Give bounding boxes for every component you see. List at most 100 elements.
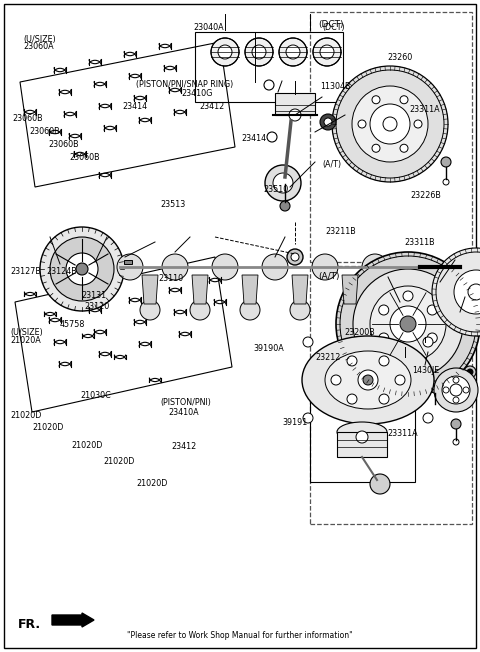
Bar	[310, 266, 472, 524]
Circle shape	[434, 368, 478, 412]
Circle shape	[312, 254, 338, 280]
Circle shape	[403, 291, 413, 301]
Text: 23120: 23120	[84, 302, 109, 311]
Text: 23060A: 23060A	[23, 42, 54, 52]
Circle shape	[332, 66, 448, 182]
Circle shape	[320, 45, 334, 59]
Circle shape	[400, 144, 408, 153]
Circle shape	[443, 387, 449, 393]
Circle shape	[407, 254, 433, 280]
Circle shape	[291, 253, 299, 261]
Polygon shape	[242, 275, 258, 304]
Circle shape	[303, 337, 313, 347]
Circle shape	[379, 333, 389, 343]
Text: 23060B: 23060B	[12, 114, 43, 123]
Ellipse shape	[302, 336, 434, 424]
Text: 23226B: 23226B	[410, 191, 441, 200]
Text: 21020D: 21020D	[71, 441, 102, 451]
Circle shape	[423, 413, 433, 423]
Circle shape	[372, 96, 380, 104]
Circle shape	[400, 316, 416, 332]
Circle shape	[370, 474, 390, 494]
Circle shape	[370, 286, 446, 362]
Circle shape	[347, 356, 357, 366]
Circle shape	[432, 384, 438, 390]
Circle shape	[262, 254, 288, 280]
Ellipse shape	[325, 351, 411, 409]
Circle shape	[414, 120, 422, 128]
Circle shape	[450, 384, 462, 396]
Bar	[310, 12, 472, 262]
Circle shape	[240, 300, 260, 320]
Circle shape	[324, 118, 332, 126]
Circle shape	[383, 117, 397, 131]
Circle shape	[273, 173, 293, 193]
Text: (A/T): (A/T)	[323, 160, 342, 169]
Text: 23260: 23260	[388, 53, 413, 62]
Circle shape	[162, 254, 188, 280]
Circle shape	[441, 157, 451, 167]
FancyArrow shape	[52, 613, 94, 627]
Text: (DCT): (DCT)	[323, 23, 345, 32]
Circle shape	[453, 397, 459, 403]
Text: 21020D: 21020D	[33, 423, 64, 432]
Text: 23060B: 23060B	[30, 126, 60, 136]
Text: 23414: 23414	[241, 134, 266, 143]
Circle shape	[429, 381, 441, 393]
Circle shape	[464, 366, 476, 378]
Circle shape	[331, 375, 341, 385]
Text: (U/SIZE): (U/SIZE)	[11, 328, 43, 337]
Polygon shape	[292, 275, 308, 304]
Circle shape	[451, 419, 461, 429]
Text: 23412: 23412	[172, 442, 197, 451]
Text: 21020D: 21020D	[103, 457, 134, 466]
Circle shape	[362, 254, 388, 280]
Circle shape	[340, 300, 360, 320]
Circle shape	[264, 80, 274, 90]
Text: 23060B: 23060B	[70, 153, 100, 162]
Circle shape	[352, 86, 428, 162]
Bar	[195, 32, 343, 102]
Circle shape	[358, 120, 366, 128]
Text: 23410A: 23410A	[168, 408, 199, 417]
Text: 23124B: 23124B	[47, 267, 77, 276]
Circle shape	[454, 270, 480, 314]
Circle shape	[290, 300, 310, 320]
Circle shape	[432, 248, 480, 336]
Circle shape	[467, 369, 473, 375]
Circle shape	[443, 179, 449, 185]
Text: FR.: FR.	[18, 617, 41, 630]
Text: 11304B: 11304B	[321, 82, 351, 91]
Text: 23412: 23412	[199, 102, 225, 111]
Circle shape	[265, 165, 301, 201]
Text: 23060B: 23060B	[48, 140, 79, 149]
Circle shape	[76, 263, 88, 275]
Text: 1430JE: 1430JE	[412, 366, 439, 375]
Ellipse shape	[337, 422, 387, 442]
Circle shape	[400, 96, 408, 104]
Text: 21020A: 21020A	[11, 336, 41, 345]
Circle shape	[427, 305, 437, 315]
Circle shape	[218, 45, 232, 59]
Circle shape	[453, 377, 459, 383]
Text: 45758: 45758	[60, 320, 85, 329]
Text: (PISTON/PNI): (PISTON/PNI)	[161, 398, 212, 407]
Circle shape	[379, 394, 389, 404]
Circle shape	[336, 70, 444, 178]
Circle shape	[252, 45, 266, 59]
Circle shape	[395, 375, 405, 385]
Circle shape	[280, 201, 290, 211]
Circle shape	[453, 439, 459, 445]
Circle shape	[140, 300, 160, 320]
Text: 23212: 23212	[316, 353, 341, 362]
Circle shape	[211, 38, 239, 66]
Circle shape	[347, 394, 357, 404]
Text: 23110: 23110	[158, 274, 183, 283]
Circle shape	[436, 252, 480, 332]
Circle shape	[313, 38, 341, 66]
Circle shape	[353, 269, 463, 379]
Circle shape	[117, 254, 143, 280]
Circle shape	[320, 114, 336, 130]
Text: 23414: 23414	[122, 102, 147, 111]
Circle shape	[468, 284, 480, 300]
